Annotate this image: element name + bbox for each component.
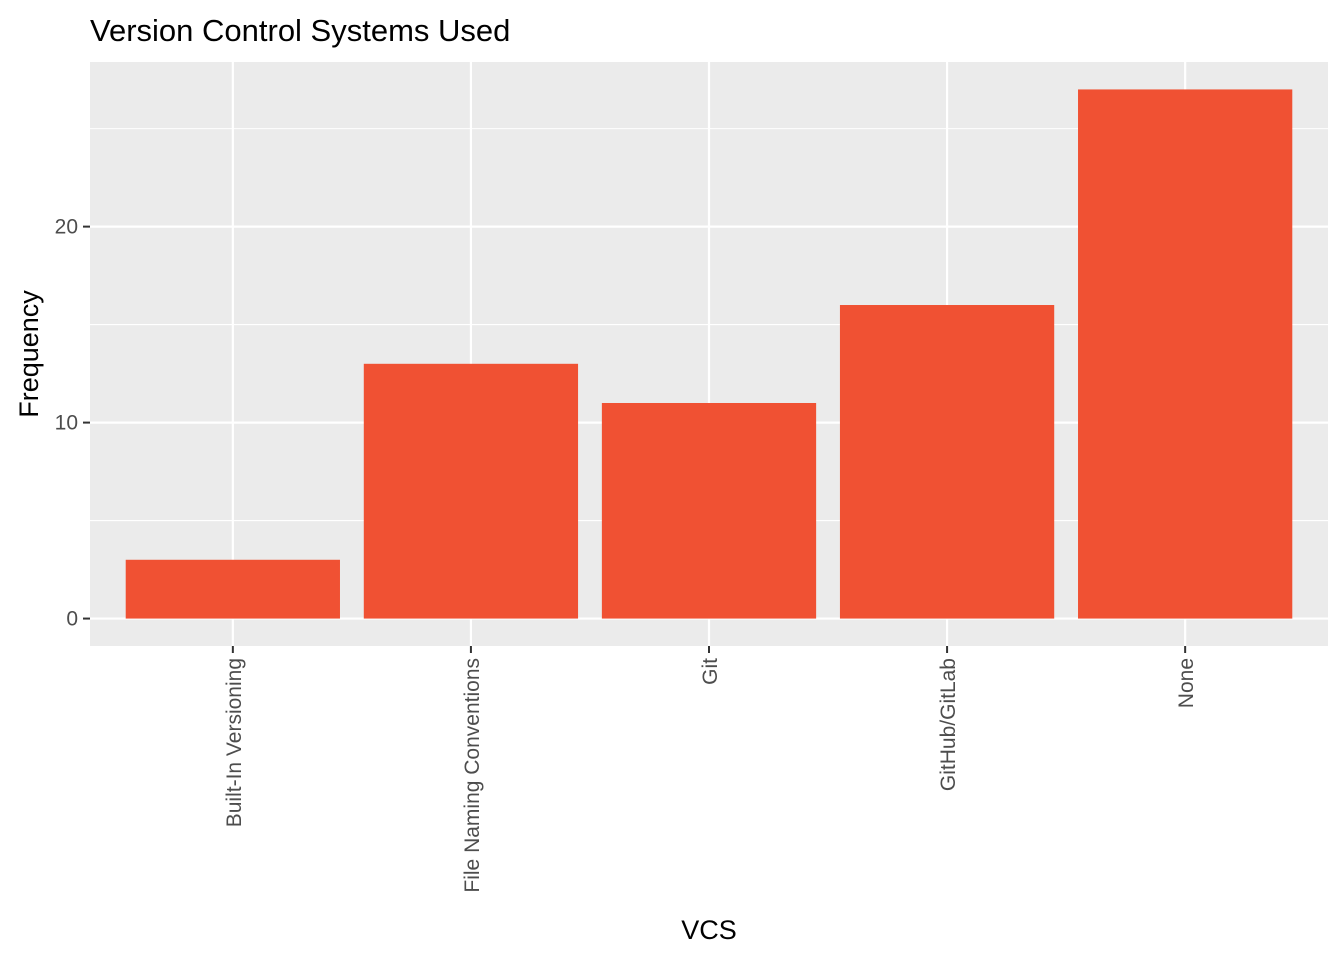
chart-title: Version Control Systems Used [90, 13, 510, 48]
x-axis-title: VCS [681, 915, 737, 945]
x-tick-label: File Naming Conventions [461, 658, 484, 893]
x-tick-label: GitHub/GitLab [937, 658, 960, 791]
y-axis-title: Frequency [14, 290, 44, 418]
x-tick-label: None [1175, 658, 1198, 708]
bar [601, 402, 817, 619]
bar [125, 559, 340, 619]
x-tick-label: Git [699, 658, 722, 685]
bar [363, 363, 579, 619]
y-axis: 0 10 20 [55, 216, 90, 631]
bar [1078, 89, 1293, 619]
y-tick-label: 10 [55, 412, 78, 435]
y-tick-label: 20 [55, 216, 78, 239]
y-tick-label: 0 [66, 608, 78, 631]
bar [839, 305, 1055, 619]
x-axis: Built-In Versioning File Naming Conventio… [223, 646, 1198, 893]
x-tick-label: Built-In Versioning [223, 658, 246, 827]
bars [125, 89, 1293, 619]
